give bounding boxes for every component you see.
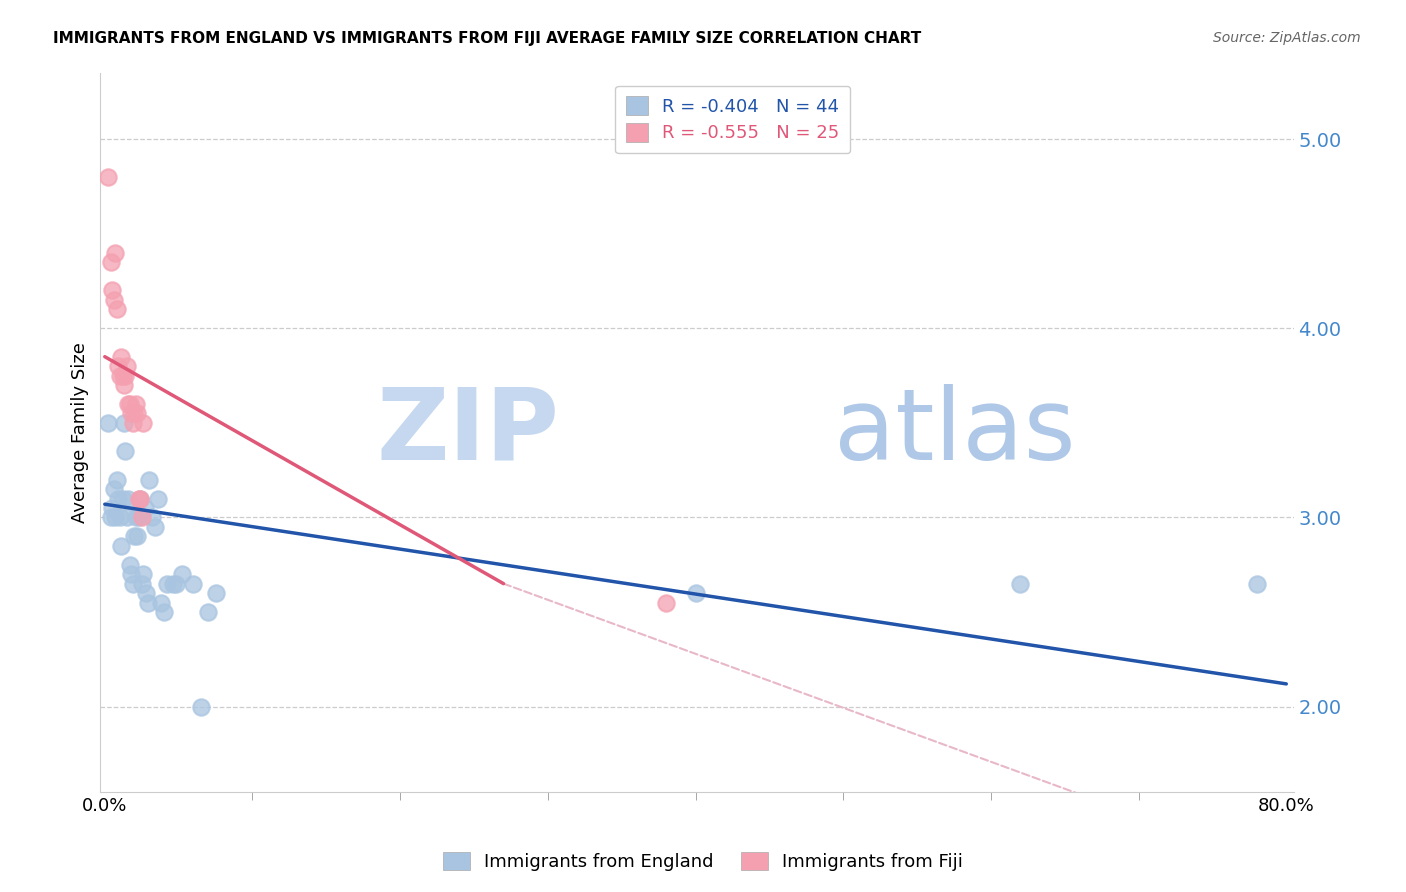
Point [204, 586, 226, 600]
Point [103, 293, 125, 307]
Point [156, 576, 179, 591]
Point [190, 699, 212, 714]
Point [183, 576, 205, 591]
Text: IMMIGRANTS FROM ENGLAND VS IMMIGRANTS FROM FIJI AVERAGE FAMILY SIZE CORRELATION : IMMIGRANTS FROM ENGLAND VS IMMIGRANTS FR… [53, 31, 922, 46]
Legend: Immigrants from England, Immigrants from Fiji: Immigrants from England, Immigrants from… [436, 845, 970, 879]
Point [115, 510, 138, 524]
Point [131, 510, 153, 524]
Point [115, 359, 138, 373]
Point [128, 491, 150, 506]
Point [101, 284, 124, 298]
Point [110, 350, 132, 364]
Point [197, 605, 219, 619]
Point [108, 510, 131, 524]
Text: Source: ZipAtlas.com: Source: ZipAtlas.com [1213, 31, 1361, 45]
Point [107, 359, 129, 373]
Point [114, 444, 136, 458]
Point [1010, 576, 1032, 591]
Point [112, 378, 135, 392]
Legend: R = -0.404   N = 44, R = -0.555   N = 25: R = -0.404 N = 44, R = -0.555 N = 25 [616, 86, 851, 153]
Point [124, 406, 146, 420]
Point [136, 596, 159, 610]
Point [120, 567, 142, 582]
Point [170, 567, 193, 582]
Point [655, 596, 678, 610]
Point [118, 558, 141, 572]
Point [105, 473, 128, 487]
Point [107, 491, 129, 506]
Point [118, 397, 141, 411]
Point [129, 491, 152, 506]
Point [97, 169, 120, 184]
Point [146, 491, 169, 506]
Point [125, 397, 148, 411]
Point [101, 501, 124, 516]
Point [104, 245, 127, 260]
Point [114, 368, 136, 383]
Point [132, 416, 155, 430]
Point [165, 576, 187, 591]
Point [162, 576, 184, 591]
Point [120, 406, 142, 420]
Point [110, 539, 132, 553]
Point [132, 567, 155, 582]
Point [104, 510, 127, 524]
Point [149, 596, 172, 610]
Point [135, 586, 157, 600]
Point [127, 529, 149, 543]
Point [100, 510, 122, 524]
Point [117, 397, 139, 411]
Point [128, 510, 150, 524]
Point [100, 255, 122, 269]
Y-axis label: Average Family Size: Average Family Size [72, 342, 89, 523]
Text: ZIP: ZIP [377, 384, 560, 481]
Point [134, 501, 156, 516]
Text: atlas: atlas [834, 384, 1076, 481]
Point [125, 510, 148, 524]
Point [111, 491, 134, 506]
Point [129, 491, 152, 506]
Point [143, 520, 166, 534]
Point [1246, 576, 1268, 591]
Point [121, 416, 143, 430]
Point [685, 586, 707, 600]
Point [117, 491, 139, 506]
Point [121, 576, 143, 591]
Point [103, 482, 125, 496]
Point [105, 302, 128, 317]
Point [108, 368, 131, 383]
Point [138, 473, 160, 487]
Point [97, 416, 120, 430]
Point [127, 406, 149, 420]
Point [131, 576, 153, 591]
Point [141, 510, 163, 524]
Point [112, 416, 135, 430]
Point [111, 368, 134, 383]
Point [124, 529, 146, 543]
Point [153, 605, 176, 619]
